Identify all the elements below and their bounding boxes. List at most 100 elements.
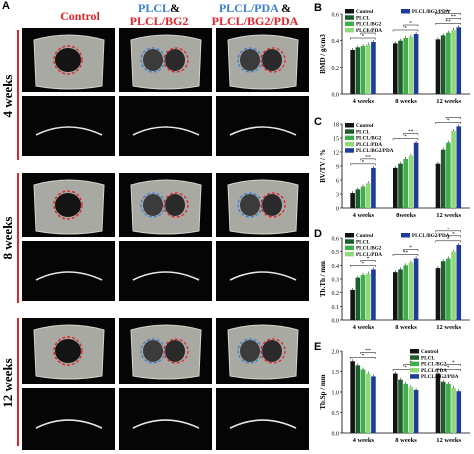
legend-swatch (401, 233, 410, 238)
defect-hole (262, 194, 282, 216)
legend-label: PLCL/PDA (356, 28, 382, 34)
bar (451, 387, 456, 433)
legend-label: PLCL/PDA (356, 252, 382, 258)
bar (393, 43, 398, 94)
sig-bracket (350, 163, 376, 166)
cross-section-bone (132, 126, 200, 136)
bar (435, 163, 441, 208)
bar (440, 149, 446, 208)
sig-bracket (350, 37, 376, 40)
legend-swatch (345, 9, 354, 14)
y-axis-label: BV/TV / % (319, 149, 327, 183)
legend-label: PLCL/PDA (421, 368, 447, 374)
legend-swatch (345, 123, 354, 128)
sig-bracket (392, 254, 419, 256)
bar (446, 32, 451, 94)
legend-swatch (345, 233, 354, 238)
bar (440, 261, 446, 320)
bar (365, 183, 371, 208)
y-tick-label: 0.4 (332, 39, 340, 45)
x-tick-label: 12 weeks (436, 437, 461, 444)
sig-marker: * (404, 134, 407, 140)
sig-marker: ** (445, 9, 451, 15)
bar (440, 35, 446, 94)
y-tick-label: 0.5 (332, 250, 340, 256)
legend-label: PLCL/BG2 (356, 246, 382, 252)
defect-circle-red (260, 47, 286, 73)
row-label-8w: 8 weeks (0, 216, 15, 260)
cross-section-bone (35, 271, 103, 281)
sig-marker: * (404, 365, 407, 371)
sig-bracket (403, 24, 419, 27)
bar (355, 277, 361, 320)
y-tick-label: 0.0 (332, 432, 340, 438)
cross-section-tile (22, 388, 115, 450)
bar (456, 391, 462, 433)
legend-swatch (345, 27, 354, 33)
x-tick-label: 8weeks (396, 212, 416, 219)
cross-section-tile (119, 96, 212, 156)
y-tick-label: 2.0 (332, 350, 340, 356)
bar (413, 258, 419, 320)
bar (360, 369, 366, 433)
defect-circle-blue (237, 47, 263, 73)
legend-label: Control (356, 123, 374, 129)
bar (451, 251, 456, 320)
defect-hole (165, 49, 185, 71)
bar (456, 27, 462, 94)
defect-hole (262, 340, 282, 362)
y-axis-label: Tb.Th / mm (319, 261, 327, 297)
legend-label: Control (356, 233, 374, 239)
sig-bracket (445, 18, 461, 20)
sig-bracket (350, 265, 376, 267)
legend-label: Control (356, 9, 374, 15)
y-axis-label: BMD / g/cm3 (319, 34, 327, 74)
defect-circle-red (163, 338, 189, 364)
bar (435, 373, 441, 433)
bar (413, 34, 419, 94)
cross-section-bone (229, 126, 297, 136)
y-tick-label: 0.2 (332, 66, 340, 72)
cross-section-bone (35, 126, 103, 136)
bar (413, 389, 419, 433)
sig-marker: * (361, 353, 364, 359)
legend-swatch (345, 129, 354, 134)
microct-grid (22, 28, 309, 450)
sig-bracket (445, 117, 461, 119)
y-tick-label: 0.1 (332, 305, 340, 311)
bar (451, 131, 456, 208)
panel-e-letter: E (314, 341, 322, 353)
y-tick-label: 0.6 (332, 237, 340, 243)
legend-label: PLCL (356, 239, 370, 245)
legend-swatch (410, 374, 419, 379)
defect-hole (143, 340, 163, 362)
col-header-plcl: PLCL& PLCL/BG2 (118, 2, 200, 28)
bar (440, 381, 446, 433)
y-tick-label: 0.6 (332, 13, 340, 19)
sig-bracket (445, 235, 461, 238)
legend-label: PLCL/BG2/PDA (356, 148, 394, 154)
x-tick-label: 4 weeks (353, 324, 375, 331)
bar (403, 265, 408, 320)
cross-section-bone (229, 271, 297, 281)
bar (446, 383, 451, 433)
x-tick-label: 8 weeks (395, 324, 417, 331)
cross-section-tile (119, 241, 212, 301)
bar (355, 189, 361, 208)
row-divider-12w (17, 318, 19, 446)
col-header-control: Control (40, 10, 120, 23)
cross-section-tile (216, 241, 309, 301)
bar (365, 373, 371, 433)
y-tick-label: 0.5 (332, 411, 340, 417)
defect-circle-blue (140, 192, 166, 218)
defect-hole (143, 194, 163, 216)
sig-bracket (435, 230, 461, 233)
bar (403, 159, 408, 208)
bar (365, 273, 371, 320)
col-header-control-text: Control (60, 9, 100, 23)
defect-circle-blue (237, 338, 263, 364)
x-tick-label: 8 weeks (395, 437, 417, 444)
legend-swatch (345, 141, 354, 147)
sig-marker: ** (445, 19, 451, 25)
x-tick-label: 4 weeks (353, 212, 375, 219)
